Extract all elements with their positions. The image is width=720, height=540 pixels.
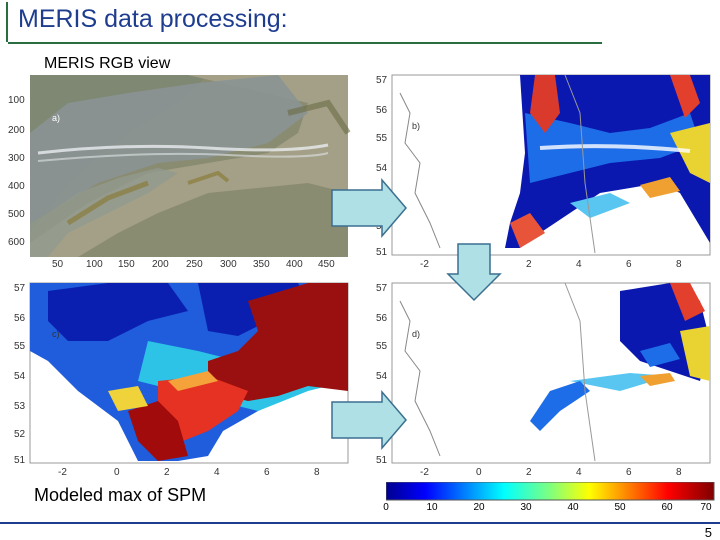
colorbar-tick: 10 [426, 502, 438, 513]
axis-tick: 350 [253, 259, 270, 270]
map-d: d) [391, 282, 711, 464]
axis-tick: 4 [576, 467, 582, 478]
axis-tick: 400 [8, 181, 25, 192]
arrow-down-icon [446, 243, 502, 302]
svg-text:c): c) [52, 329, 60, 339]
axis-tick: 100 [8, 95, 25, 106]
axis-tick: 57 [14, 283, 26, 294]
axis-tick: 53 [14, 401, 26, 412]
axis-tick: -2 [58, 467, 67, 478]
axis-tick: 450 [318, 259, 335, 270]
panel-b-map: b) 57 56 55 54 53 52 51 -2 0 2 4 6 8 [370, 73, 715, 273]
axis-tick: 51 [14, 455, 26, 466]
axis-tick: 54 [14, 371, 26, 382]
axis-tick: 0 [476, 467, 482, 478]
page-number: 5 [704, 525, 712, 540]
panel-d-map: d) 57 56 55 54 53 52 51 -2 0 2 4 6 8 [370, 281, 715, 481]
axis-tick: -2 [420, 259, 429, 270]
axis-tick: 57 [376, 283, 388, 294]
axis-tick: 2 [526, 467, 532, 478]
axis-tick: 4 [576, 259, 582, 270]
axis-tick: 56 [376, 313, 388, 324]
axis-tick: 200 [152, 259, 169, 270]
colorbar-tick: 30 [520, 502, 532, 513]
axis-tick: 200 [8, 125, 25, 136]
axis-tick: 4 [214, 467, 220, 478]
map-c: c) [29, 282, 349, 464]
axis-tick: 6 [626, 259, 632, 270]
axis-tick: 55 [376, 341, 388, 352]
svg-text:b): b) [412, 121, 420, 131]
axis-tick: 2 [164, 467, 170, 478]
panel-rgb-view: a) 100 200 300 400 500 600 50 100 150 20… [8, 73, 353, 273]
arrow-right-icon [331, 390, 407, 450]
axis-tick: 54 [376, 371, 388, 382]
axis-tick: 600 [8, 237, 25, 248]
colorbar-tick: 0 [383, 502, 389, 513]
axis-tick: 100 [86, 259, 103, 270]
svg-text:a): a) [52, 113, 60, 123]
title-accent-bar [6, 2, 8, 42]
colorbar-tick: 50 [614, 502, 626, 513]
colorbar-ticks: 0 10 20 30 40 50 60 70 [383, 502, 714, 516]
slide-title: MERIS data processing: [18, 5, 288, 33]
colorbar-tick: 60 [661, 502, 673, 513]
axis-tick: 8 [676, 467, 682, 478]
spm-colorbar [386, 482, 715, 501]
axis-tick: -2 [420, 467, 429, 478]
spm-caption: Modeled max of SPM [34, 485, 207, 505]
rgb-view-label: MERIS RGB view [44, 55, 171, 72]
axis-tick: 300 [220, 259, 237, 270]
axis-tick: 6 [626, 467, 632, 478]
axis-tick: 51 [376, 455, 388, 466]
colorbar-tick: 40 [567, 502, 579, 513]
axis-tick: 55 [14, 341, 26, 352]
title-underline [8, 42, 602, 44]
axis-tick: 54 [376, 163, 388, 174]
axis-tick: 400 [286, 259, 303, 270]
axis-tick: 500 [8, 209, 25, 220]
axis-tick: 51 [376, 247, 388, 258]
axis-tick: 8 [314, 467, 320, 478]
axis-tick: 0 [114, 467, 120, 478]
map-b: b) [391, 74, 711, 256]
axis-tick: 2 [526, 259, 532, 270]
rgb-satellite-image: a) [30, 75, 351, 257]
svg-text:d): d) [412, 329, 420, 339]
colorbar-tick: 70 [700, 502, 712, 513]
axis-tick: 300 [8, 153, 25, 164]
axis-tick: 250 [186, 259, 203, 270]
axis-tick: 55 [376, 133, 388, 144]
axis-tick: 6 [264, 467, 270, 478]
arrow-right-icon [331, 178, 407, 238]
footer-rule [0, 522, 720, 524]
colorbar-tick: 20 [473, 502, 485, 513]
axis-tick: 57 [376, 75, 388, 86]
panel-c-map: c) 57 56 55 54 53 52 51 -2 0 2 4 6 8 [8, 281, 353, 481]
axis-tick: 56 [376, 105, 388, 116]
axis-tick: 52 [14, 429, 26, 440]
axis-tick: 50 [52, 259, 64, 270]
axis-tick: 8 [676, 259, 682, 270]
axis-tick: 56 [14, 313, 26, 324]
axis-tick: 150 [118, 259, 135, 270]
